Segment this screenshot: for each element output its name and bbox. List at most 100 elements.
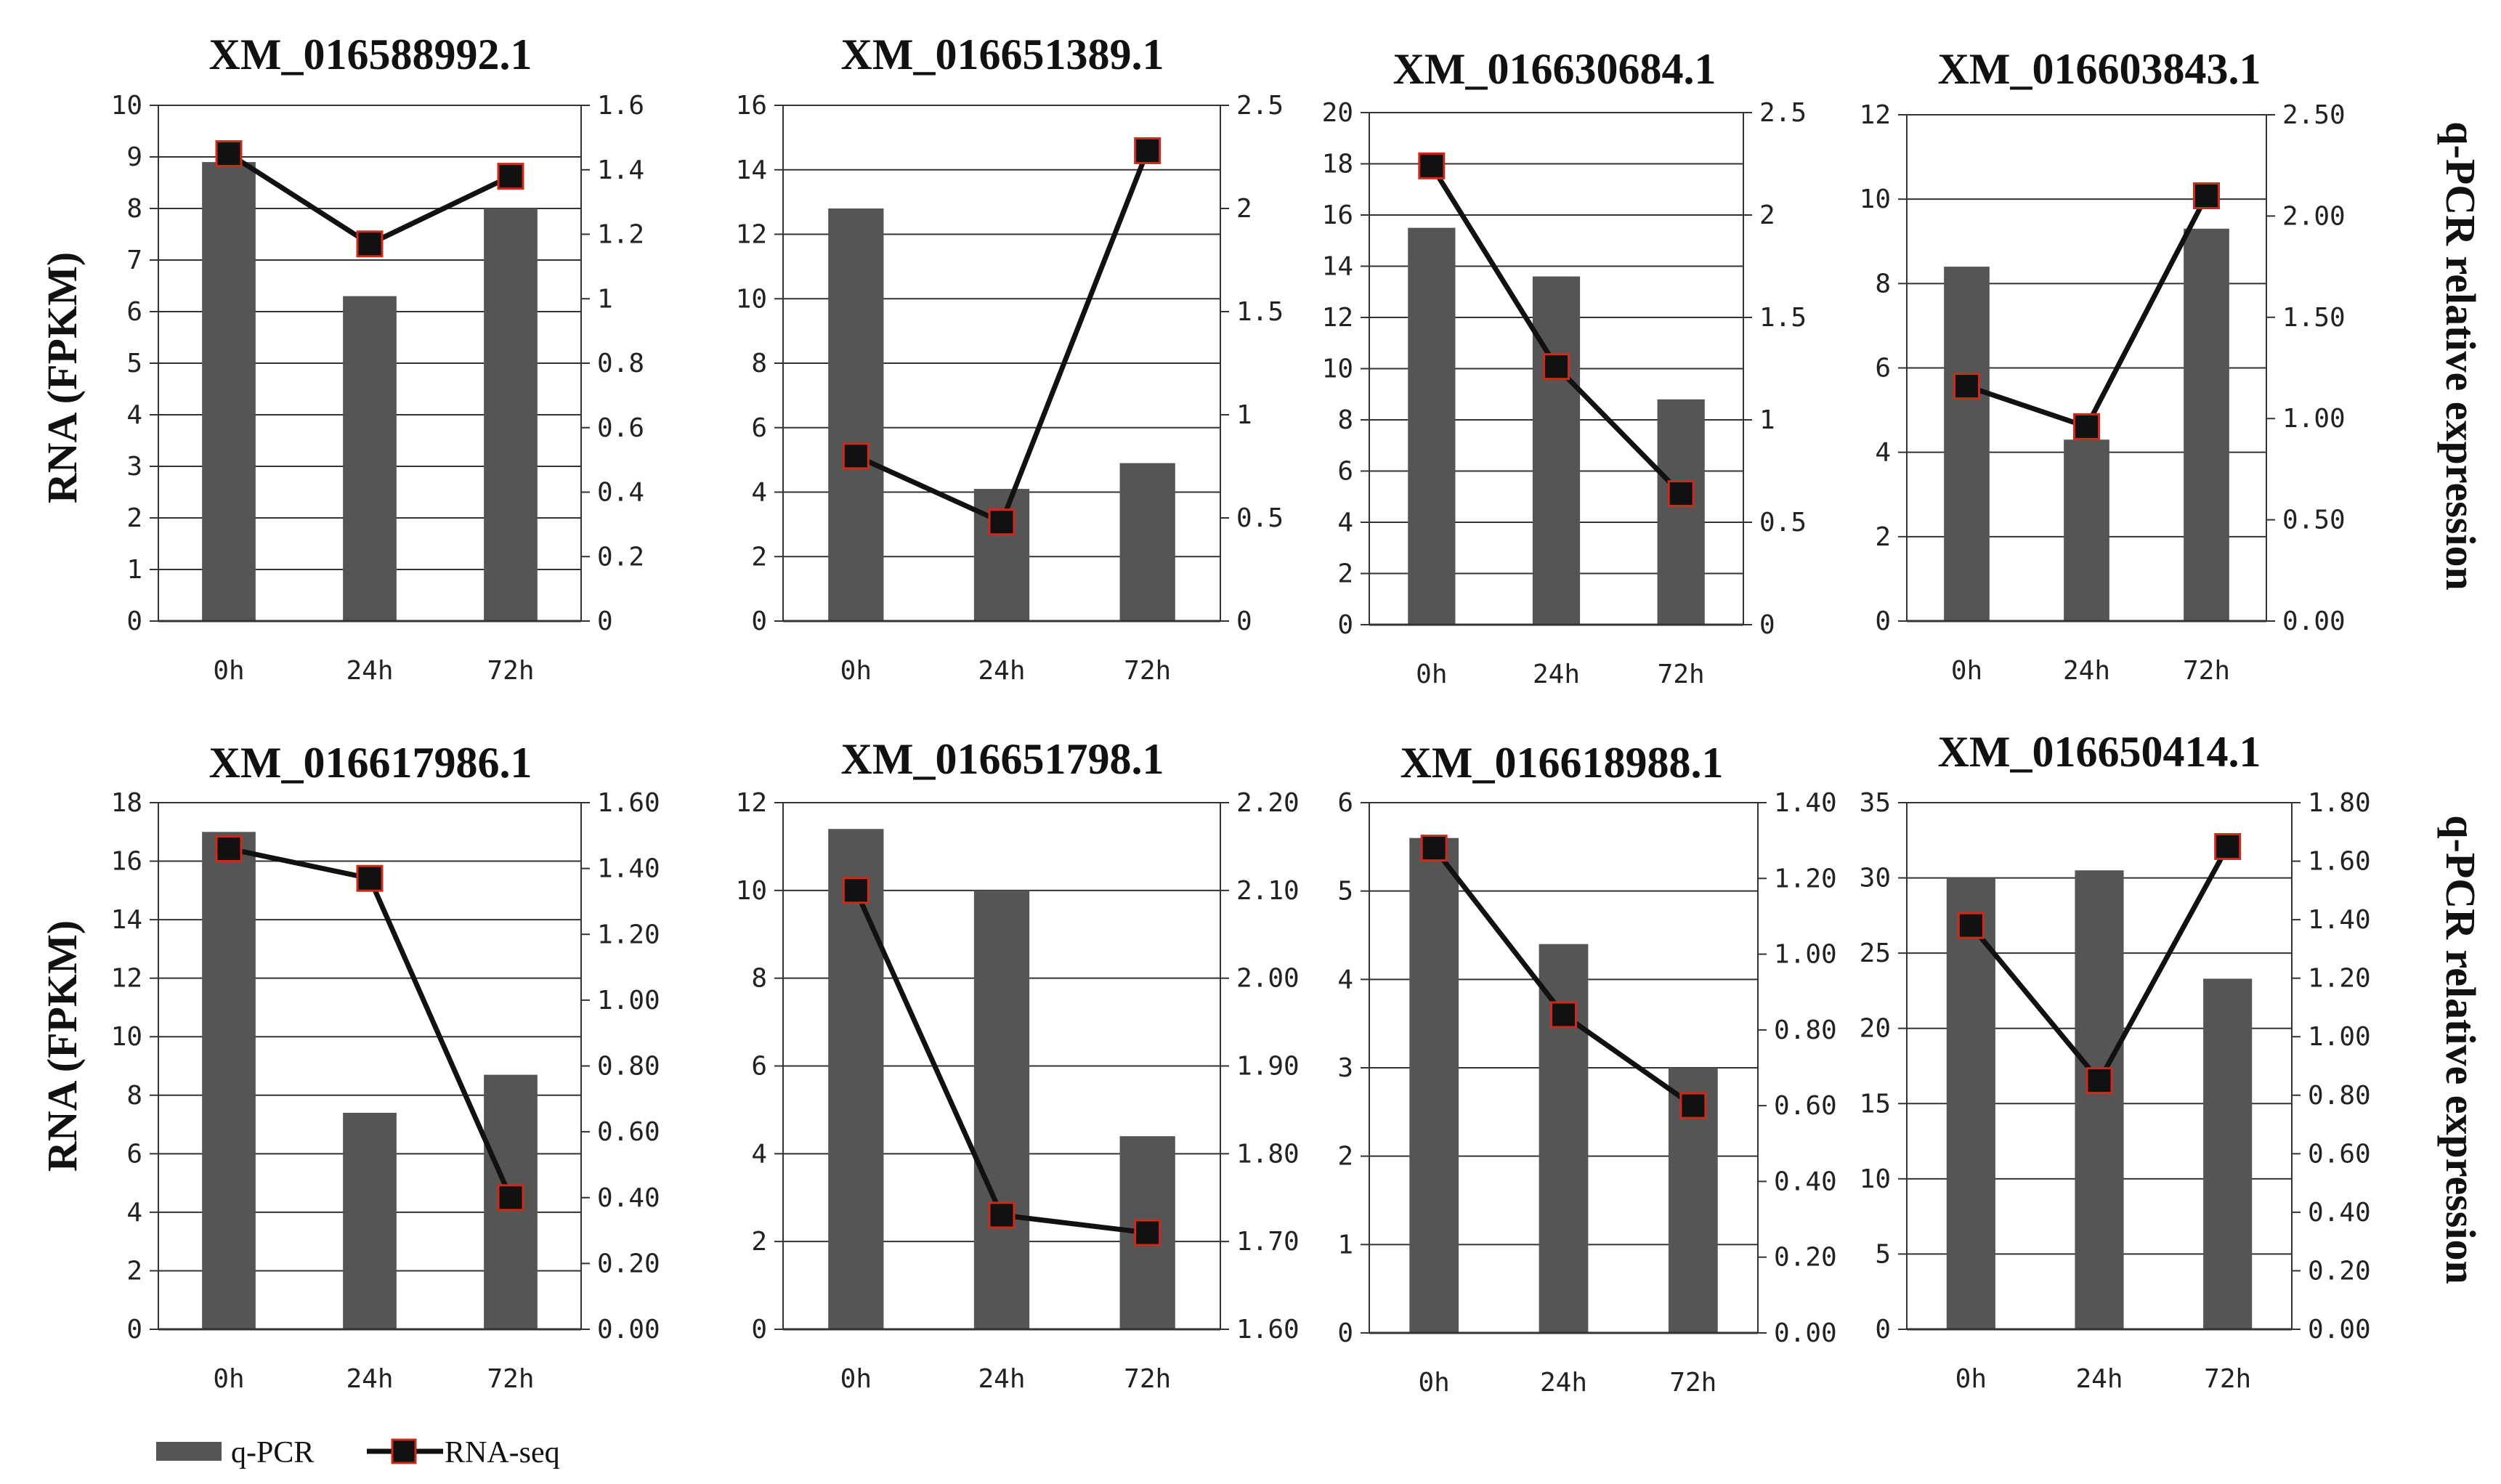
left-tick-label: 2 bbox=[1337, 559, 1353, 589]
category-label: 72h bbox=[1124, 656, 1171, 686]
right-tick-label: 0.6 bbox=[597, 413, 644, 443]
left-tick-label: 5 bbox=[126, 349, 142, 378]
right-tick-label: 0.60 bbox=[1774, 1091, 1837, 1121]
right-tick-label: 0.5 bbox=[1759, 508, 1807, 538]
bar-24h bbox=[343, 1112, 397, 1329]
panel-title: XM_016630684.1 bbox=[1393, 45, 1716, 93]
left-tick-label: 4 bbox=[751, 478, 767, 508]
rna-seq-marker-24h bbox=[1543, 353, 1570, 381]
category-label: 72h bbox=[2204, 1364, 2251, 1394]
right-tick-label: 0.00 bbox=[2282, 607, 2346, 636]
left-tick-label: 4 bbox=[1337, 508, 1353, 538]
right-tick-label: 0.20 bbox=[2308, 1256, 2371, 1286]
bar-24h bbox=[2064, 439, 2109, 621]
left-tick-label: 10 bbox=[736, 284, 767, 314]
right-tick-label: 0.5 bbox=[1236, 503, 1284, 533]
left-tick-label: 8 bbox=[1875, 269, 1891, 299]
right-tick-label: 1.2 bbox=[597, 220, 644, 250]
right-tick-label: 1.20 bbox=[1774, 864, 1837, 893]
right-tick-label: 1.20 bbox=[597, 920, 660, 949]
rna-seq-line bbox=[227, 151, 512, 247]
left-tick-label: 14 bbox=[1322, 252, 1353, 282]
right-tick-label: 0.00 bbox=[597, 1315, 660, 1345]
right-tick-label: 2.10 bbox=[1236, 876, 1300, 906]
right-tick-label: 1 bbox=[1759, 405, 1775, 435]
panel-title: XM_016603843.1 bbox=[1938, 45, 2261, 93]
bar-0h bbox=[202, 162, 256, 622]
category-label: 24h bbox=[2075, 1364, 2123, 1394]
right-tick-label: 1.60 bbox=[1236, 1315, 1300, 1345]
right-tick-label: 0.80 bbox=[2308, 1081, 2371, 1111]
right-tick-label: 1.60 bbox=[597, 788, 660, 818]
rna-seq-marker-0h bbox=[215, 835, 243, 862]
left-tick-label: 25 bbox=[1860, 938, 1891, 968]
right-tick-label: 0 bbox=[1759, 610, 1775, 640]
rna-seq-marker-72h bbox=[1667, 480, 1695, 508]
right-tick-label: 0 bbox=[1236, 607, 1252, 636]
right-tick-label: 1.00 bbox=[2282, 404, 2346, 434]
rna-seq-marker-0h bbox=[842, 442, 870, 470]
left-tick-label: 12 bbox=[736, 220, 767, 250]
legend: q-PCR RNA-seq bbox=[156, 1436, 560, 1469]
rna-seq-marker-0h bbox=[842, 877, 870, 904]
category-label: 0h bbox=[1416, 660, 1447, 689]
bar-24h bbox=[973, 890, 1030, 1329]
category-label: 0h bbox=[1955, 1364, 1987, 1394]
right-tick-label: 0.40 bbox=[1774, 1167, 1837, 1196]
left-tick-label: 14 bbox=[736, 155, 767, 185]
rna-seq-marker-24h bbox=[2073, 413, 2100, 440]
bar-24h bbox=[1532, 276, 1581, 625]
category-label: 0h bbox=[1951, 656, 1982, 686]
category-label: 24h bbox=[1540, 1368, 1587, 1398]
panel-title: XM_016588992.1 bbox=[209, 31, 532, 78]
left-tick-label: 0 bbox=[1875, 1315, 1891, 1345]
left-tick-label: 0 bbox=[1337, 1318, 1353, 1348]
bar-72h bbox=[2203, 978, 2253, 1329]
left-tick-label: 1 bbox=[1337, 1230, 1353, 1260]
rna-seq-marker-72h bbox=[2193, 182, 2220, 210]
right-tick-label: 1.5 bbox=[1759, 303, 1807, 333]
category-label: 0h bbox=[1418, 1368, 1449, 1398]
right-axis-title-bottom: q-PCR relative expression bbox=[2437, 815, 2484, 1284]
right-tick-label: 1.6 bbox=[597, 91, 644, 121]
left-tick-label: 2 bbox=[1337, 1142, 1353, 1172]
left-tick-label: 12 bbox=[736, 788, 767, 818]
right-tick-label: 0.80 bbox=[597, 1052, 660, 1082]
right-tick-label: 1.80 bbox=[1236, 1139, 1300, 1169]
left-tick-label: 15 bbox=[1860, 1089, 1891, 1119]
rna-seq-marker-0h bbox=[215, 140, 243, 168]
bar-0h bbox=[1409, 838, 1459, 1333]
right-tick-label: 2.20 bbox=[1236, 788, 1300, 818]
rna-seq-marker-24h bbox=[356, 230, 384, 258]
right-tick-label: 0.60 bbox=[597, 1117, 660, 1147]
rna-seq-marker-72h bbox=[1134, 1219, 1162, 1246]
left-tick-label: 6 bbox=[1337, 788, 1353, 818]
category-label: 24h bbox=[978, 656, 1025, 686]
right-tick-label: 1.4 bbox=[597, 155, 644, 185]
left-tick-label: 8 bbox=[126, 194, 142, 224]
right-tick-label: 0.80 bbox=[1774, 1015, 1837, 1045]
panel-title: XM_016651798.1 bbox=[841, 735, 1164, 783]
left-tick-label: 20 bbox=[1860, 1014, 1891, 1044]
chart-panels: XM_016588992.101234567891000.20.40.60.81… bbox=[111, 31, 2371, 1398]
left-tick-label: 6 bbox=[1337, 457, 1353, 487]
left-tick-label: 10 bbox=[111, 91, 142, 121]
left-tick-label: 4 bbox=[751, 1139, 767, 1169]
panel-title: XM_016617986.1 bbox=[209, 739, 532, 787]
chart-panel-3: XM_016630684.1 0 2 4 6 8 10 12 14 16 18 20 0 0.5 1 1.5 2… bbox=[1322, 45, 1807, 689]
panel-title: XM_016650414.1 bbox=[1938, 728, 2261, 776]
left-tick-label: 4 bbox=[126, 1198, 142, 1228]
category-label: 24h bbox=[346, 656, 393, 686]
rna-seq-marker-72h bbox=[497, 163, 524, 190]
left-tick-label: 0 bbox=[751, 1315, 767, 1345]
left-axis-title-bottom: RNA (FPKM) bbox=[38, 920, 86, 1172]
left-tick-label: 14 bbox=[111, 905, 142, 935]
bar-0h bbox=[828, 829, 884, 1329]
left-tick-label: 12 bbox=[111, 964, 142, 994]
left-tick-label: 35 bbox=[1860, 788, 1891, 818]
category-label: 0h bbox=[213, 1364, 244, 1394]
rna-seq-marker-24h bbox=[1550, 1001, 1577, 1029]
rna-seq-marker-24h bbox=[988, 1201, 1016, 1229]
rna-seq-marker-0h bbox=[1420, 835, 1448, 862]
left-tick-label: 0 bbox=[126, 1315, 142, 1345]
